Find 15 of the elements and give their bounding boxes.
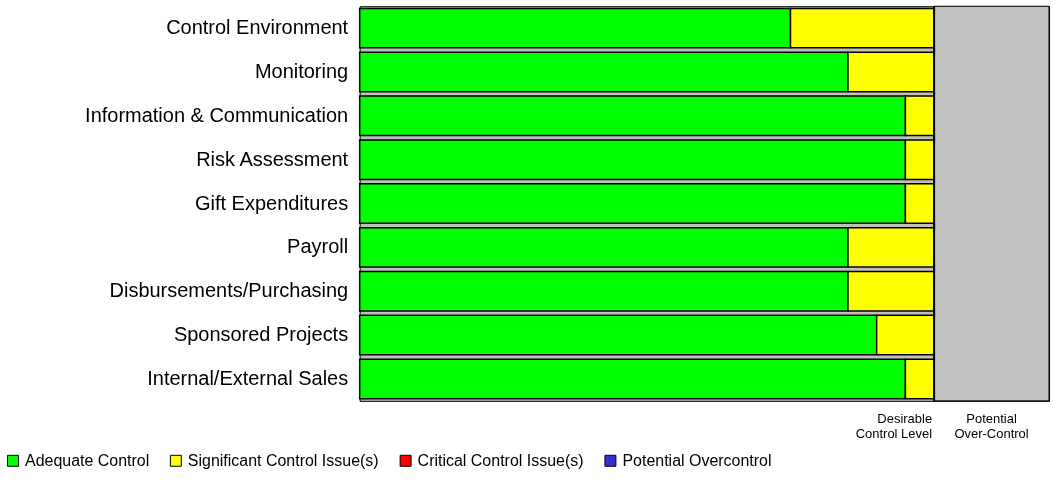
y-tick-label: Risk Assessment [196, 147, 349, 170]
y-tick-label: Sponsored Projects [173, 323, 349, 346]
y-tick-label: Gift Expenditures [195, 191, 349, 214]
legend-label: Significant Control Issue(s) [187, 451, 379, 469]
legend-label: Critical Control Issue(s) [417, 451, 584, 469]
ref-line-label: Desirable Control Level [855, 410, 933, 441]
band-label: Potential Over-Control [954, 410, 1029, 441]
y-tick-label: Payroll [287, 235, 349, 258]
y-tick-label: Internal/External Sales [147, 366, 349, 389]
y-tick-label: Information & Communication [85, 103, 349, 126]
y-tick-label: Monitoring [254, 59, 349, 82]
y-tick-label: Disbursements/Purchasing [109, 279, 349, 302]
legend-label: Adequate Control [24, 451, 150, 469]
y-tick-label: Control Environment [166, 16, 349, 39]
legend-label: Potential Overcontrol [622, 451, 772, 469]
